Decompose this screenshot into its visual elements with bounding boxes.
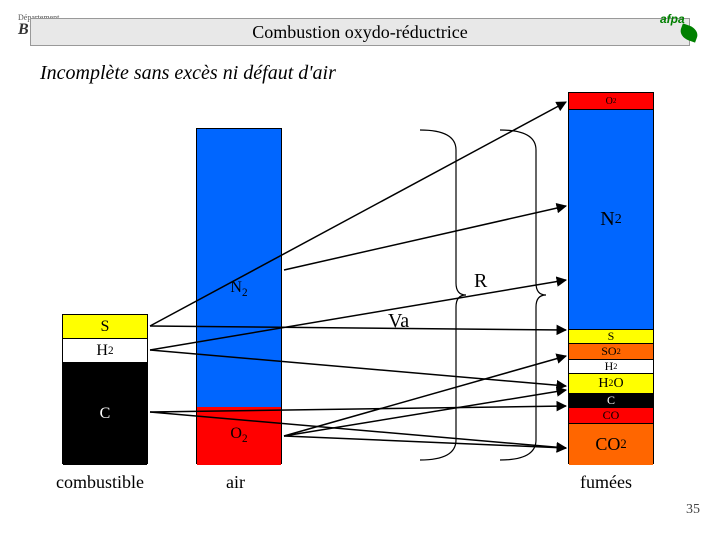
slide: Département BTP Combustion oxydo-réductr… [0,0,720,540]
fumees-seg: H2 [569,359,653,373]
fumees-seg: N2 [569,109,653,329]
air-seg: N2 [197,129,281,407]
fumees-seg: CO [569,407,653,423]
page-number: 35 [686,502,700,518]
fumees-label: fumées [580,472,632,493]
combustible-seg: S [63,315,147,339]
combustible-seg: C [63,363,147,465]
logo-afpa-text: afpa [660,12,702,26]
combustible-column: SH2C [62,314,148,464]
air-column: N2O2 [196,128,282,464]
label-va: Va [388,310,409,333]
fumees-column: O2N2SSO2H2H2OCCOCO2 [568,92,654,464]
fumees-seg: SO2 [569,343,653,359]
subtitle: Incomplète sans excès ni défaut d'air [40,62,336,85]
slide-title: Combustion oxydo-réductrice [252,22,467,43]
leaf-icon [678,23,700,42]
fumees-seg: O2 [569,93,653,109]
air-seg: O2 [197,407,281,465]
title-bar: Combustion oxydo-réductrice [30,18,690,46]
fumees-seg: S [569,329,653,343]
fumees-seg: C [569,393,653,407]
fumees-seg: H2O [569,373,653,393]
combustible-label: combustible [56,472,144,493]
combustible-seg: H2 [63,339,147,363]
fumees-seg: CO2 [569,423,653,465]
air-label: air [226,472,245,493]
logo-afpa: afpa [660,12,702,46]
label-r: R [474,270,487,293]
